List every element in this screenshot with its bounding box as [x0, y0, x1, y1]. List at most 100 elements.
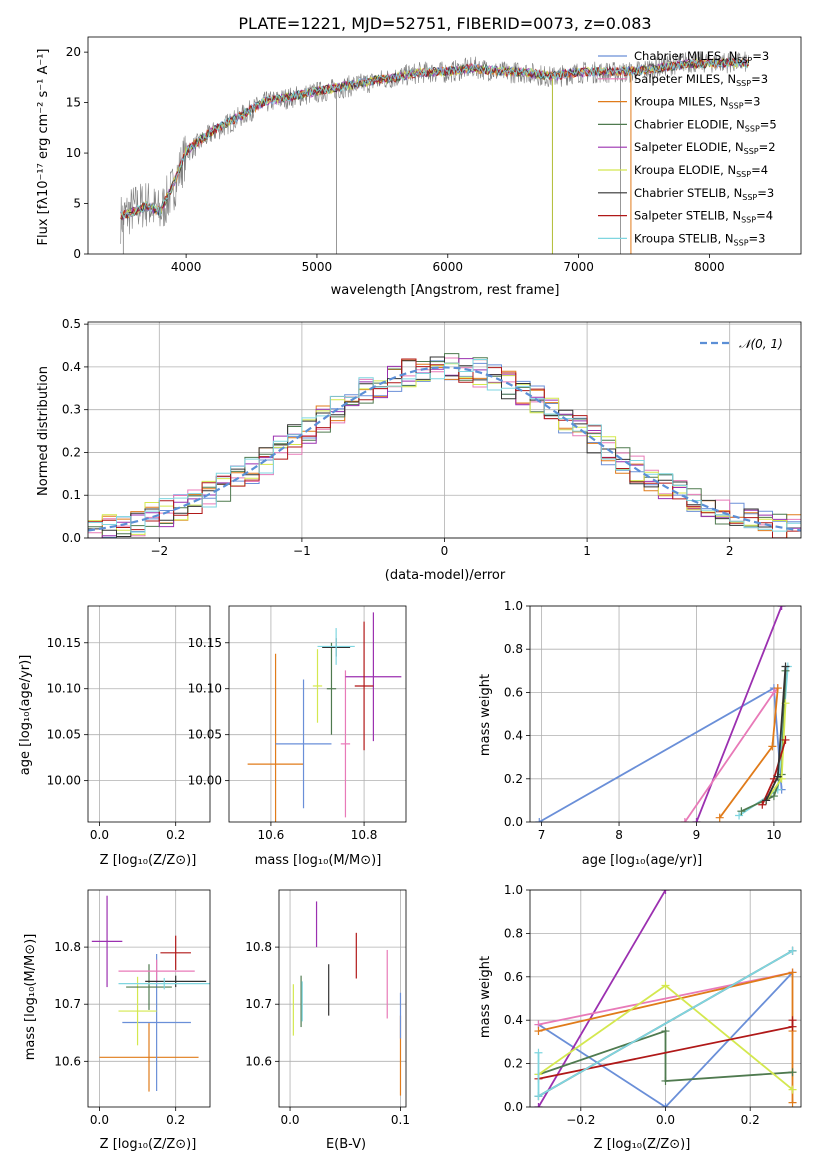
age-metallicity-ylabel: age [log₁₀(age/yr)]	[18, 655, 33, 776]
age-metallicity-xlabel: Z [log₁₀(Z/Z⊙)]	[100, 853, 197, 868]
weight-series-3	[538, 971, 794, 1103]
spectrum-xlabel: wavelength [Angstrom, rest frame]	[331, 283, 560, 298]
weight-marker	[534, 1103, 543, 1107]
x-tick-label: 10.8	[351, 828, 378, 842]
mass-vs-metallicity-plot: 0.0 0.2 10.6 10.7 10.8	[54, 889, 211, 1127]
legend-suffix: =3	[752, 49, 769, 63]
axes-frame	[278, 889, 407, 1108]
age-vs-mass-plot: 10.6 10.8 10.00 10.05 10.10 10.15	[188, 605, 407, 842]
residual-histogram: −2 −1 0 1 2 0.0 0.1 0.2 0.3 0.4 0.5 𝒩(0, 1)	[62, 317, 802, 558]
weight-series-2	[538, 971, 793, 1026]
weight-series-0	[538, 686, 783, 822]
mass-vs-ebv-plot: 0.0 0.1 10.6 10.7 10.8	[245, 889, 410, 1127]
weight-series-0	[538, 971, 794, 1107]
y-tick-label: 0.6	[504, 970, 523, 984]
y-tick-label: 10.7	[54, 997, 81, 1011]
x-tick-label: 7	[538, 828, 546, 842]
legend-name: Kroupa STELIB, N	[634, 231, 734, 245]
massweight-vs-age-plot: 7 8 9 10 0.0 0.2 0.4 0.6 0.8 1.0	[504, 599, 802, 842]
weight-marker	[781, 735, 790, 744]
model-spectrum-3	[120, 57, 750, 220]
plot-area	[88, 353, 801, 538]
weight-marker	[661, 1027, 670, 1036]
weight-marker	[788, 946, 797, 955]
y-tick-label: 10.8	[54, 940, 81, 954]
weight-marker	[692, 818, 701, 822]
y-tick-label: 1.0	[504, 883, 523, 897]
legend-name: Kroupa MILES, N	[634, 95, 729, 109]
legend-entry: 𝒩(0, 1)	[739, 337, 783, 351]
legend-name: Chabrier ELODIE, N	[634, 117, 745, 131]
plot-area	[84, 612, 237, 883]
legend-suffix: =3	[749, 231, 766, 245]
x-tick-label: 0.2	[166, 828, 185, 842]
plot-area	[120, 50, 750, 254]
weight-marker	[769, 792, 778, 801]
plot-area	[535, 606, 792, 822]
weight-marker	[777, 606, 786, 610]
legend-suffix: =3	[757, 186, 774, 200]
legend-name: Salpeter STELIB, N	[634, 209, 741, 223]
y-tick-label: 0.4	[504, 1013, 523, 1027]
legend-subscript: SSP	[736, 170, 751, 179]
x-tick-label: 1	[583, 544, 591, 558]
legend-subscript: SSP	[734, 238, 749, 247]
y-tick-label: 10.6	[245, 1054, 272, 1068]
plot-area	[292, 901, 402, 1096]
legend-subscript: SSP	[742, 193, 757, 202]
legend-entry: Salpeter ELODIE, NSSP=2	[634, 140, 776, 156]
legend-subscript: SSP	[729, 102, 744, 111]
x-tick-label: 0.2	[741, 1113, 760, 1127]
x-tick-label: 10	[766, 828, 781, 842]
weight-series-4	[538, 1029, 793, 1082]
weight-marker	[768, 742, 777, 751]
legend-name: Chabrier STELIB, N	[634, 186, 742, 200]
legend-suffix: =4	[751, 163, 768, 177]
weight-marker	[534, 1048, 543, 1057]
age-mass-xlabel: mass [log₁₀(M/M⊙)]	[255, 853, 382, 868]
massweight-age-ylabel: mass weight	[478, 674, 493, 756]
spectrum-ylabel: Flux [fλ10⁻¹⁷ erg cm⁻² s⁻¹ A⁻¹]	[36, 49, 51, 246]
x-tick-label: 5000	[302, 260, 333, 274]
y-tick-label: 0.8	[504, 926, 523, 940]
weight-marker	[737, 807, 746, 816]
y-tick-label: 0.5	[62, 317, 81, 331]
residual-xlabel: (data-model)/error	[385, 568, 506, 583]
weight-series-1	[537, 890, 667, 1107]
weight-marker	[534, 1027, 543, 1036]
y-tick-label: 0.0	[62, 531, 81, 545]
axes-frame	[87, 321, 802, 539]
y-tick-label: 0.1	[62, 488, 81, 502]
x-tick-label: 0.0	[90, 1113, 109, 1127]
weight-marker	[661, 1076, 670, 1085]
legend-suffix: =5	[760, 117, 777, 131]
y-tick-label: 0.0	[504, 1100, 523, 1114]
legend-name: Kroupa ELODIE, N	[634, 163, 736, 177]
x-tick-label: 0.0	[90, 828, 109, 842]
x-tick-label: 0.0	[280, 1113, 299, 1127]
y-tick-label: 0.2	[62, 445, 81, 459]
legend-entry: Salpeter STELIB, NSSP=4	[634, 209, 773, 225]
y-tick-label: 0.2	[504, 1057, 523, 1071]
y-tick-label: 10.10	[47, 682, 81, 696]
legend-name: Chabrier MILES, N	[634, 49, 737, 63]
x-tick-label: 0.1	[391, 1113, 410, 1127]
y-tick-label: 10.10	[188, 682, 222, 696]
y-tick-label: 10.7	[245, 997, 272, 1011]
weight-marker	[680, 818, 689, 822]
y-tick-label: 0.8	[504, 642, 523, 656]
weight-marker	[788, 1016, 797, 1025]
x-tick-label: 9	[693, 828, 701, 842]
x-tick-label: 2	[726, 544, 734, 558]
y-tick-label: 0.4	[62, 360, 81, 374]
weight-marker	[534, 1092, 543, 1101]
legend-subscript: SSP	[741, 216, 756, 225]
y-tick-label: 15	[66, 96, 81, 110]
x-tick-label: 8	[615, 828, 623, 842]
legend-entry: Chabrier ELODIE, NSSP=5	[634, 117, 777, 133]
massweight-vs-metallicity-plot: −0.2 0.0 0.2 0.0 0.2 0.4 0.6 0.8 1.0	[504, 883, 802, 1127]
legend-entry: Kroupa ELODIE, NSSP=4	[634, 163, 768, 179]
weight-marker	[661, 890, 670, 894]
weight-marker	[773, 772, 782, 781]
legend-subscript: SSP	[745, 124, 760, 133]
